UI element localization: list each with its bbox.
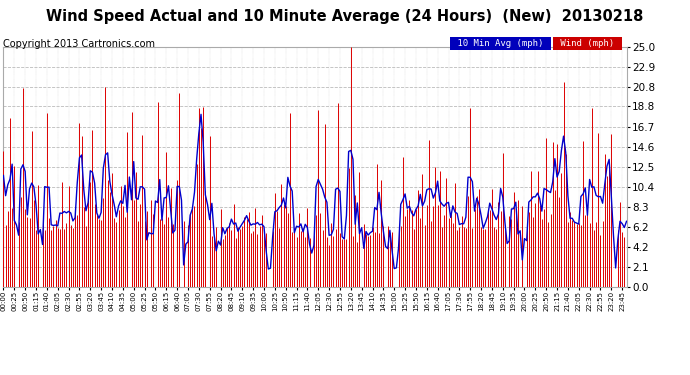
Text: Wind Speed Actual and 10 Minute Average (24 Hours)  (New)  20130218: Wind Speed Actual and 10 Minute Average …: [46, 9, 644, 24]
Text: Copyright 2013 Cartronics.com: Copyright 2013 Cartronics.com: [3, 39, 155, 50]
Text: Wind (mph): Wind (mph): [555, 39, 620, 48]
Text: 10 Min Avg (mph): 10 Min Avg (mph): [452, 39, 549, 48]
